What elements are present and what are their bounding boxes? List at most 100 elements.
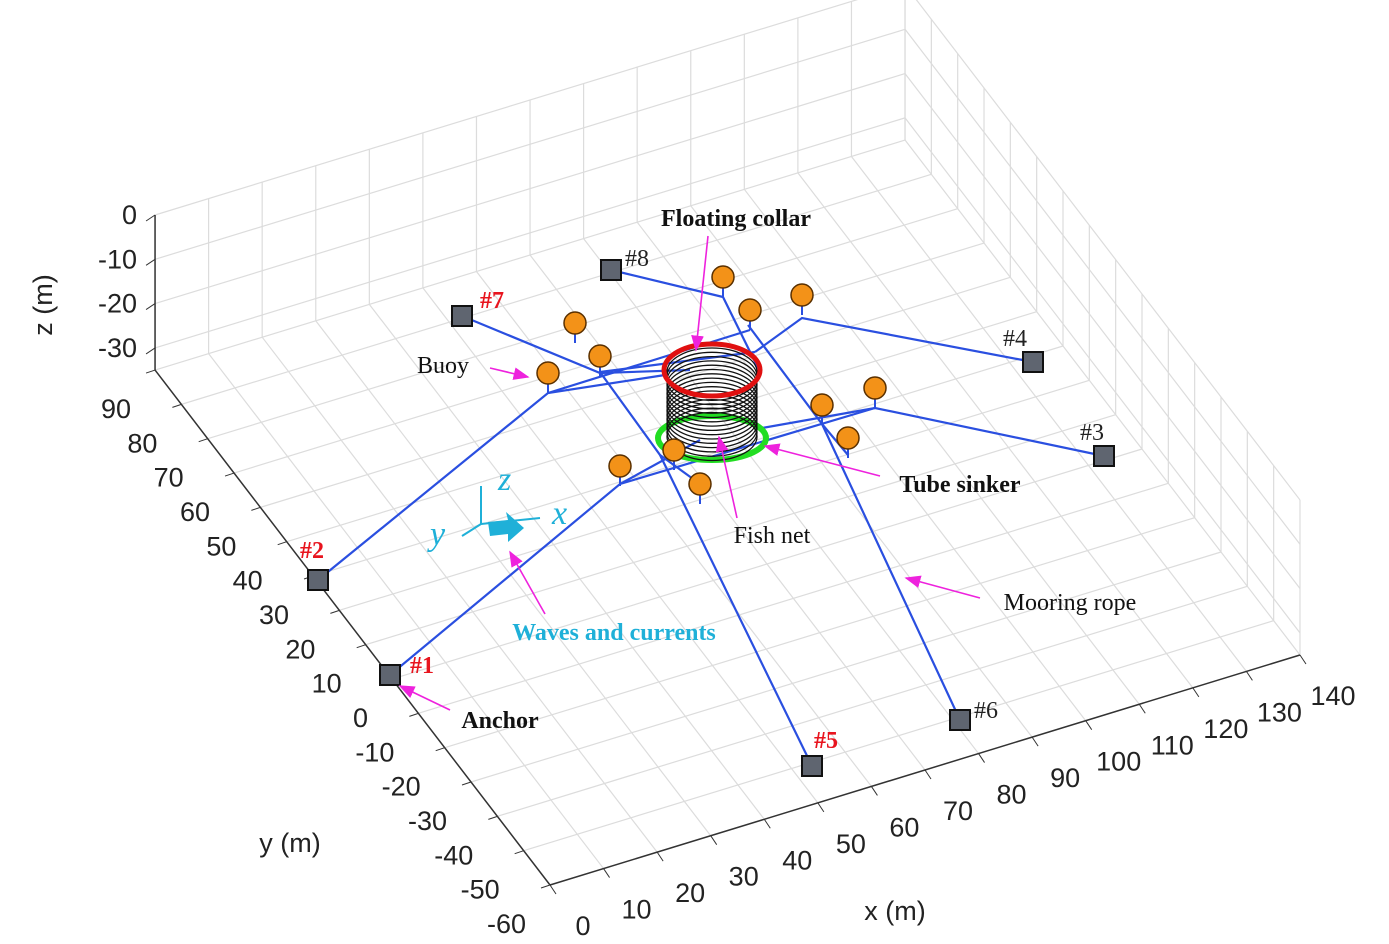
anchor-label: #4 (1003, 326, 1027, 352)
x-tick-label: 20 (675, 878, 705, 908)
anchor-label: #8 (625, 246, 649, 272)
anchor-label: #3 (1080, 420, 1104, 446)
y-tick-label: -30 (408, 806, 447, 836)
x-tick-label: 80 (997, 780, 1027, 810)
x-tick (764, 819, 770, 828)
y-tick (172, 404, 181, 407)
buoys (537, 266, 886, 504)
x-tick-label: 40 (782, 845, 812, 875)
x-tick-label: 130 (1257, 697, 1302, 727)
floor-grid-line (691, 206, 1086, 721)
y-tick-label: -50 (461, 875, 500, 905)
anchor (1023, 352, 1043, 372)
x-tick-label: 110 (1151, 730, 1194, 760)
y-tick (515, 851, 524, 854)
x-tick-label: 120 (1203, 714, 1248, 744)
y-axis-label: y (m) (259, 828, 320, 858)
z-tick-label: -30 (98, 333, 137, 363)
buoy (663, 439, 685, 461)
glyph-y: y (427, 516, 446, 553)
x-tick-label: 0 (575, 911, 590, 941)
figure: 0102030405060708090100110120130140-60-50… (0, 0, 1389, 944)
x-tick (657, 852, 663, 861)
floor-grid-line (905, 140, 1300, 655)
y-tick-label: 0 (353, 703, 368, 733)
buoy (689, 473, 711, 495)
y-tick-label: -40 (434, 840, 473, 870)
buoy (739, 299, 761, 321)
y-tick (225, 473, 234, 476)
x-tick (925, 770, 931, 779)
y-tick-label: 50 (206, 531, 236, 561)
y-tick-label: 80 (127, 428, 157, 458)
y-tick (251, 507, 260, 510)
y-tick-label: 30 (259, 600, 289, 630)
y-tick (488, 816, 497, 819)
floor-grid-line (313, 346, 1063, 576)
y-tick-label: -10 (355, 737, 394, 767)
y-tick-label: 40 (233, 566, 263, 596)
x-tick-label: 140 (1310, 681, 1355, 711)
buoy (811, 394, 833, 416)
y-tick-label: -60 (487, 909, 526, 939)
x-tick-label: 10 (622, 895, 652, 925)
glyph-z: z (497, 461, 511, 498)
y-tick (199, 439, 208, 442)
floor-grid-line (530, 255, 925, 770)
anchor-label: #6 (974, 698, 998, 724)
x-axis-label: x (m) (864, 896, 925, 926)
z-tick (146, 215, 155, 221)
x-tick (1246, 671, 1252, 680)
x-tick-label: 60 (889, 812, 919, 842)
x-tick (871, 786, 877, 795)
anchor (1094, 446, 1114, 466)
x-tick (1086, 721, 1092, 730)
buoy (564, 312, 586, 334)
anchor-label: #2 (300, 538, 324, 564)
x-tick (1193, 688, 1199, 697)
x-tick (818, 803, 824, 812)
z-tick (146, 259, 155, 265)
anchor-label: #7 (480, 288, 504, 314)
label-mooring-rope: Mooring rope (1004, 590, 1137, 616)
y-tick-label: 90 (101, 394, 131, 424)
x-tick (604, 869, 610, 878)
arrow (765, 446, 880, 476)
label-waves-currents: Waves and currents (512, 620, 716, 646)
label-floating-collar: Floating collar (661, 206, 811, 232)
y-tick-label: -20 (382, 772, 421, 802)
label-fish-net: Fish net (734, 523, 811, 549)
floor-grid-line (744, 189, 1139, 704)
buoy (791, 284, 813, 306)
rope (762, 408, 1104, 456)
z-tick (146, 304, 155, 310)
buoy (837, 427, 859, 449)
label-buoy: Buoy (417, 353, 469, 379)
anchor (601, 260, 621, 280)
x-tick (550, 885, 556, 894)
buoy (589, 345, 611, 367)
rope (600, 372, 812, 766)
y-tick-label: 10 (312, 669, 342, 699)
anchor-label: #1 (410, 653, 434, 679)
buoy (864, 377, 886, 399)
x-tick (1032, 737, 1038, 746)
y-tick (409, 713, 418, 716)
z-tick (146, 348, 155, 354)
anchor-label: #5 (814, 728, 838, 754)
floor-grid-line (369, 304, 764, 819)
y-tick-label: 70 (154, 463, 184, 493)
x-tick (711, 836, 717, 845)
z-tick-label: -10 (98, 244, 137, 274)
x-tick-label: 30 (729, 862, 759, 892)
anchor (802, 756, 822, 776)
glyph-x: x (551, 495, 567, 532)
y-tick (278, 542, 287, 545)
anchor (950, 710, 970, 730)
x-tick-label: 70 (943, 796, 973, 826)
x-tick-label: 100 (1096, 747, 1141, 777)
wall-grid-line (905, 74, 1300, 589)
y-tick (541, 885, 550, 888)
label-anchor: Anchor (461, 708, 539, 734)
floor-grid-line (260, 277, 1010, 507)
